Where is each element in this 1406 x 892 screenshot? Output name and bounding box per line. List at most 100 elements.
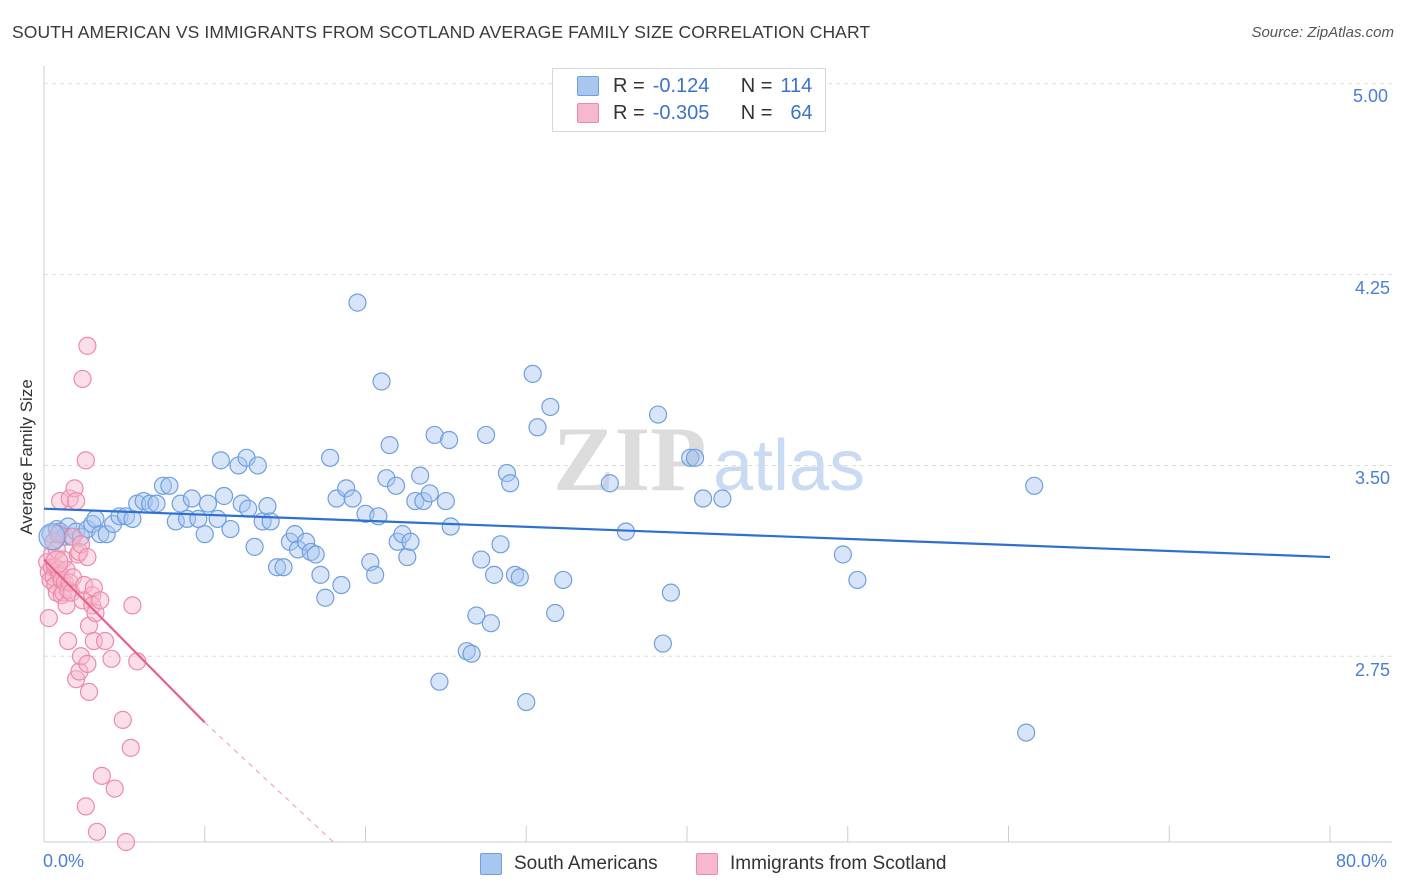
point-south-american: [546, 603, 565, 623]
point-south-american: [198, 494, 218, 513]
point-scotland: [73, 591, 92, 610]
point-south-american: [316, 588, 335, 607]
legend-swatch-blue: [480, 853, 502, 875]
point-south-american: [420, 484, 439, 503]
n-label: N =: [740, 74, 773, 97]
point-south-american: [274, 558, 293, 577]
point-south-american: [261, 512, 280, 531]
r-value: -0.124: [652, 74, 710, 97]
point-south-american: [348, 293, 367, 312]
point-south-american: [414, 491, 433, 511]
point-scotland: [76, 451, 95, 470]
point-scotland: [39, 609, 58, 628]
r-label: R =: [613, 74, 645, 97]
series-legend-south-americans: South Americans: [480, 850, 658, 878]
series-legend-label: South Americans: [514, 853, 658, 874]
r-label: R =: [613, 101, 645, 124]
point-south-american: [337, 479, 356, 498]
point-south-american: [86, 509, 105, 528]
point-south-american: [411, 466, 430, 485]
point-scotland: [76, 797, 95, 816]
point-south-american: [554, 570, 573, 590]
point-south-american: [377, 469, 396, 488]
series-legend-label: Immigrants from Scotland: [730, 853, 947, 874]
point-south-american: [467, 606, 486, 625]
point-south-american: [436, 491, 455, 511]
point-scotland: [105, 779, 124, 798]
point-south-american: [147, 494, 166, 513]
point-south-american: [693, 489, 713, 508]
point-south-american: [401, 532, 420, 551]
trend-line-scotland-extension: [204, 721, 334, 843]
point-south-american: [189, 509, 208, 528]
legend-swatch-pink: [577, 103, 599, 123]
point-scotland: [59, 631, 78, 651]
y-tick-label: 5.00: [1353, 86, 1389, 106]
point-south-american: [510, 568, 529, 587]
point-scotland: [87, 822, 107, 841]
chart-title: SOUTH AMERICAN VS IMMIGRANTS FROM SCOTLA…: [12, 22, 871, 42]
point-south-american: [491, 535, 510, 554]
point-scotland: [102, 649, 121, 668]
n-value: 114: [780, 74, 813, 97]
point-south-american: [97, 525, 116, 544]
point-south-american: [267, 558, 287, 577]
point-south-american: [497, 463, 517, 483]
y-tick-label: 3.50: [1355, 468, 1391, 488]
point-south-american: [505, 565, 525, 584]
point-south-american: [296, 532, 316, 551]
point-south-american: [425, 425, 444, 445]
correlation-legend: R = -0.124 N = 114 R = -0.305 N = 64: [552, 68, 826, 132]
point-south-american: [239, 499, 258, 518]
point-south-american: [462, 644, 481, 663]
point-south-american: [685, 448, 705, 467]
point-scotland: [121, 738, 140, 757]
point-south-american: [160, 476, 179, 495]
point-scotland-cluster: [45, 550, 69, 574]
point-south-american: [171, 494, 190, 513]
legend-swatch-pink: [696, 853, 718, 875]
y-tick-label: 4.25: [1355, 278, 1391, 298]
point-scotland: [91, 591, 110, 610]
point-south-american: [91, 525, 110, 544]
point-south-american: [713, 489, 732, 508]
point-south-american: [195, 525, 214, 544]
point-south-american: [372, 372, 391, 391]
point-south-american: [472, 550, 491, 569]
legend-swatch-blue: [577, 76, 599, 96]
point-south-american: [541, 397, 560, 417]
point-south-american: [648, 405, 668, 424]
point-south-american: [457, 642, 476, 661]
point-south-american: [661, 583, 681, 602]
legend-row-scotland: R = -0.305 N = 64: [577, 101, 813, 125]
y-tick-label: 2.75: [1355, 660, 1391, 680]
point-south-american: [221, 519, 240, 539]
point-south-american: [321, 448, 340, 467]
point-south-american: [1017, 723, 1036, 742]
point-south-american: [248, 456, 267, 475]
x-tick-label-min: 0.0%: [43, 851, 85, 871]
point-scotland: [116, 832, 136, 852]
legend-row-south-americans: R = -0.124 N = 114: [577, 74, 812, 98]
watermark-atlas: atlas: [713, 426, 865, 506]
point-south-american: [485, 565, 504, 584]
point-south-american: [517, 692, 536, 712]
point-south-american: [476, 425, 496, 445]
r-value: -0.305: [652, 101, 710, 124]
series-legend-scotland: Immigrants from Scotland: [696, 850, 946, 878]
point-south-american: [386, 476, 406, 495]
point-south-american: [311, 565, 330, 584]
point-south-american: [211, 451, 230, 470]
point-south-american: [501, 474, 520, 493]
trend-line-scotland: [43, 558, 206, 724]
point-south-american: [528, 418, 547, 437]
point-south-american: [258, 497, 277, 516]
trend-line-south-americans: [43, 507, 1331, 559]
point-south-american: [653, 634, 672, 653]
point-south-american: [681, 448, 700, 467]
x-tick-label-max: 80.0%: [1336, 851, 1388, 871]
point-south-american: [380, 435, 399, 455]
point-south-american: [214, 486, 234, 506]
point-south-american: [153, 476, 173, 495]
watermark-zip: ZIP: [553, 408, 706, 510]
